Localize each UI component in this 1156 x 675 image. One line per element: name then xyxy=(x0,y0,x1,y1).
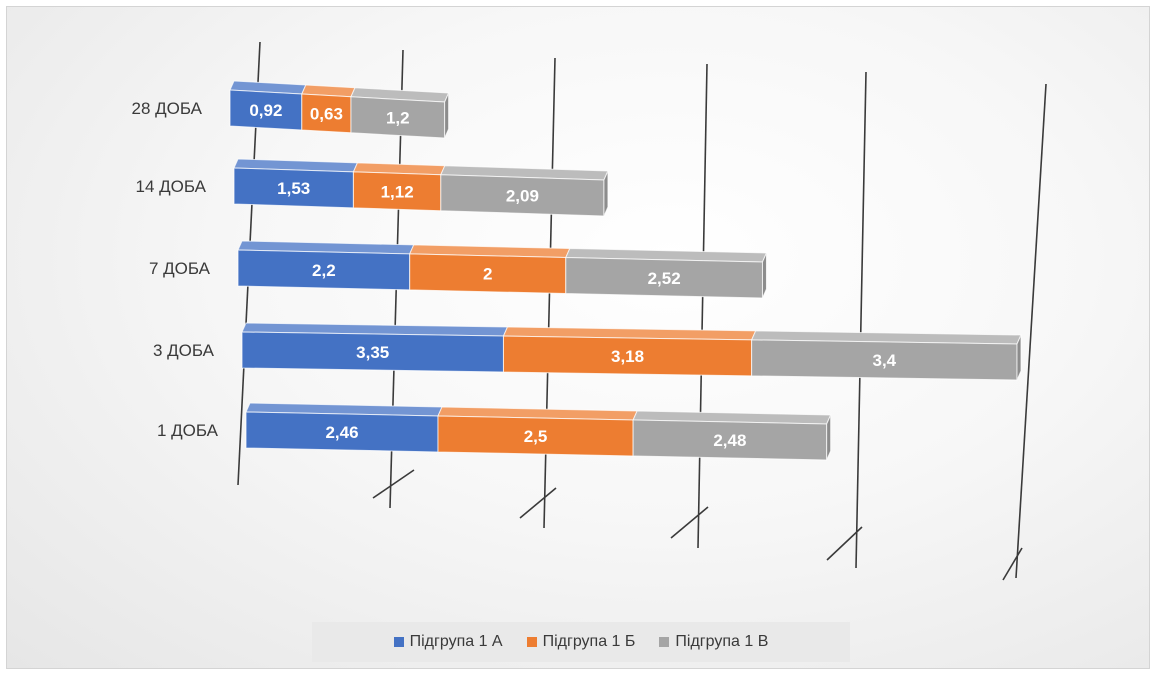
data-label: 1,12 xyxy=(381,182,414,201)
bar-segment: 0,92 xyxy=(229,80,307,131)
bar-segment: 2,48 xyxy=(632,410,832,461)
category-label: 28 ДОБА xyxy=(132,99,203,118)
legend-swatch-series-1 xyxy=(393,637,404,647)
bar-row: 1,53 1,12 2,09 xyxy=(233,158,609,217)
bar-segment: 0,63 xyxy=(301,84,356,134)
legend-label-series-2: Підгрупа 1 Б xyxy=(542,633,636,650)
gridline-5 xyxy=(855,71,867,569)
bar-segment: 3,35 xyxy=(241,322,509,373)
data-label: 2 xyxy=(483,265,492,284)
bar-end-face xyxy=(761,252,767,299)
data-label: 2,46 xyxy=(325,423,358,442)
legend: Підгрупа 1 А Підгрупа 1 Б Підгрупа 1 В xyxy=(312,622,850,662)
bar-segment: 1,12 xyxy=(352,162,446,212)
bar-segment: 2,52 xyxy=(565,247,768,299)
bar-segment: 2,46 xyxy=(245,402,443,453)
legend-swatch-series-2 xyxy=(526,637,537,647)
bar-segment: 2,09 xyxy=(440,165,609,217)
bar-end-face xyxy=(1016,334,1022,381)
floor-tick-5 xyxy=(1002,547,1023,581)
category-label: 1 ДОБА xyxy=(157,421,219,440)
category-label: 7 ДОБА xyxy=(149,259,211,278)
bar-segment: 1,53 xyxy=(233,158,359,209)
floor-tick-3 xyxy=(670,506,709,539)
category-label: 14 ДОБА xyxy=(136,177,207,196)
legend-label-series-3: Підгрупа 1 В xyxy=(675,633,769,650)
bar-row: 2,46 2,5 2,48 xyxy=(245,402,832,461)
data-label: 0,63 xyxy=(310,104,343,123)
gridline-6 xyxy=(1015,83,1047,579)
bar-row: 3,35 3,18 3,4 xyxy=(241,322,1022,381)
data-label: 2,48 xyxy=(713,431,746,450)
data-label: 2,5 xyxy=(524,427,548,446)
bar-end-face xyxy=(444,92,450,139)
legend-item-series-1: Підгрупа 1 А xyxy=(393,633,503,651)
bars: 0,92 0,63 1,21,53 1,12 2,092,2 2 2,523,35 3,18 3… xyxy=(229,80,1022,461)
legend-label-series-1: Підгрупа 1 А xyxy=(409,633,503,650)
data-label: 0,92 xyxy=(249,101,282,120)
floor-tick-4 xyxy=(826,526,863,561)
bar-segment: 2,5 xyxy=(437,406,638,457)
data-label: 2,09 xyxy=(506,186,539,205)
gridline-4 xyxy=(697,63,708,549)
bar-segment: 3,18 xyxy=(502,326,757,377)
bar-row: 0,92 0,63 1,2 xyxy=(229,80,450,139)
legend-item-series-2: Підгрупа 1 Б xyxy=(526,633,636,651)
bar-segment: 2 xyxy=(408,244,571,295)
legend-item-series-3: Підгрупа 1 В xyxy=(659,633,768,651)
data-label: 1,2 xyxy=(386,108,410,127)
data-label: 2,2 xyxy=(312,261,336,280)
data-label: 1,53 xyxy=(277,179,310,198)
data-label: 2,52 xyxy=(648,269,681,288)
bar-end-face xyxy=(826,414,832,461)
legend-swatch-series-3 xyxy=(659,637,670,647)
data-label: 3,4 xyxy=(873,351,897,370)
bar-segment: 2,2 xyxy=(237,240,415,291)
category-labels: 28 ДОБА 14 ДОБА 7 ДОБА 3 ДОБА 1 ДОБА xyxy=(132,99,219,440)
category-label: 3 ДОБА xyxy=(153,341,215,360)
floor-tick-2 xyxy=(519,487,557,519)
data-label: 3,35 xyxy=(356,343,389,362)
bar-segment: 3,4 xyxy=(750,330,1022,381)
bar-segment: 1,2 xyxy=(350,87,450,139)
data-label: 3,18 xyxy=(611,347,644,366)
bar-end-face xyxy=(603,170,609,217)
floor-tick-1 xyxy=(372,469,415,499)
bar-row: 2,2 2 2,52 xyxy=(237,240,768,299)
